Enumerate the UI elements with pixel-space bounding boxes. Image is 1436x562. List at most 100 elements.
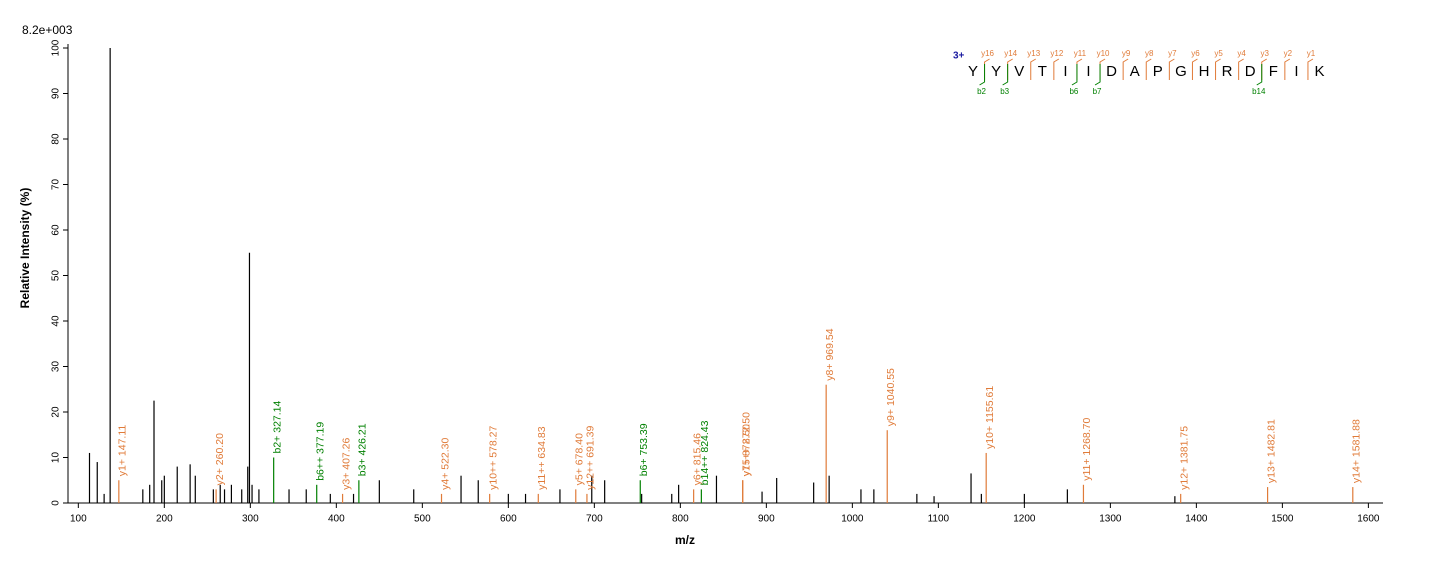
y-tick-label: 20 [51,406,62,418]
y-fragment: y8 [1145,49,1154,58]
b-fragment: b6 [1069,87,1078,96]
residue: D [1245,63,1256,80]
residue: I [1086,63,1090,80]
residue: G [1175,63,1187,80]
residue: T [1038,63,1047,80]
peak-label: y5+ 678.40 [574,433,586,485]
y-fragment-mark [1145,58,1152,80]
peak-label: y2+ 260.20 [214,433,226,485]
b-fragment: b7 [1093,87,1102,96]
b-fragment: b2 [977,87,986,96]
peak-label: b2+ 327.14 [271,400,283,453]
y-fragment: y3 [1261,49,1270,58]
peak-label: y1+ 147.11 [117,425,129,477]
y-tick-label: 60 [51,224,62,236]
x-tick-label: 1300 [1099,514,1122,525]
peak-label: b14++ 824.43 [699,420,711,485]
y-tick-label: 90 [51,88,62,100]
residue: P [1153,63,1163,80]
x-tick-label: 300 [242,514,259,525]
residue: Y [968,63,978,80]
residue: V [1014,63,1024,80]
x-tick-label: 1000 [841,514,864,525]
peak-label: y12+ 1381.75 [1178,426,1190,490]
y-fragment: y14 [1004,49,1017,58]
x-tick-label: 1100 [928,514,950,525]
y-fragment-mark [1238,58,1244,80]
peak-label: b6++ 377.19 [314,422,326,481]
x-tick-label: 1600 [1357,514,1380,525]
y-fragment-mark [1122,58,1129,80]
b-fragment-mark [1256,64,1263,86]
y-fragment: y13 [1027,49,1040,58]
peak-label: y9+ 1040.55 [885,368,897,426]
y-fragment: y2 [1284,49,1293,58]
intensity-scale: 8.2e+003 [22,23,73,37]
peak-label: y12++ 691.39 [585,426,597,490]
y-tick-label: 30 [51,361,62,373]
y-fragment-mark [1261,58,1268,80]
y-fragment-mark [1215,58,1221,80]
x-tick-label: 1200 [1013,514,1036,525]
y-fragment-mark [1030,58,1037,80]
y-fragment: y7 [1168,49,1177,58]
y-tick-label: 80 [51,133,62,145]
x-tick-label: 700 [586,514,603,525]
b-fragment: b14 [1252,87,1266,96]
x-tick-label: 600 [500,514,517,525]
residue: F [1269,63,1278,80]
peak-label: y10+ 1155.61 [984,386,996,449]
peak-label: y13+ 1482.81 [1265,419,1277,483]
y-fragment: y4 [1237,49,1246,58]
peak-label: y7+ 872.50 [740,424,752,476]
peak-label: b6+ 753.39 [638,423,650,476]
peak-label: b3+ 426.21 [357,423,369,476]
y-fragment: y11 [1074,49,1087,58]
y-tick-label: 70 [51,179,62,191]
y-tick-label: 40 [51,315,62,327]
y-fragment-mark [1007,58,1013,80]
y-fragment: y10 [1097,49,1110,58]
x-tick-label: 400 [328,514,345,525]
y-tick-label: 10 [51,452,62,464]
y-fragment: y6 [1191,49,1200,58]
residue: A [1130,63,1140,80]
residue: I [1294,63,1298,80]
peak-label: y11++ 634.83 [536,426,548,490]
residue: H [1199,63,1210,80]
b-fragment-mark [1002,64,1009,86]
x-tick-label: 100 [70,514,87,525]
y-fragment: y16 [981,49,994,58]
y-fragment-mark [1307,58,1314,80]
x-tick-label: 200 [156,514,173,525]
x-tick-label: 500 [414,514,431,525]
x-tick-label: 800 [672,514,689,525]
b-fragment-mark [1094,64,1101,86]
x-tick-label: 900 [758,514,775,525]
x-axis-label: m/z [675,533,695,547]
b-fragment-mark [979,64,986,86]
y-axis-label: Relative Intensity (%) [18,188,32,309]
y-fragment: y1 [1307,49,1316,58]
y-fragment: y5 [1214,49,1223,58]
peak-label: y15++ 872.50 [740,412,752,476]
y-fragment-mark [1168,58,1175,80]
residue: I [1063,63,1067,80]
peak-label: y11+ 1268.70 [1081,417,1093,480]
x-tick-label: 1500 [1271,514,1294,525]
residue: K [1314,63,1324,80]
y-fragment-mark [1076,58,1083,80]
b-fragment-mark [1071,64,1078,86]
peak-label: y8+ 969.54 [824,328,836,380]
y-fragment-mark [1099,58,1106,80]
y-tick-label: 50 [51,270,62,282]
peak-label: y14+ 1581.88 [1351,419,1363,483]
residue: Y [991,63,1001,80]
y-fragment: y9 [1122,49,1131,58]
y-fragment-mark [1284,58,1291,80]
y-fragment-mark [984,58,990,80]
residue: R [1222,63,1233,80]
residue: D [1106,63,1117,80]
charge: 3+ [953,51,965,62]
